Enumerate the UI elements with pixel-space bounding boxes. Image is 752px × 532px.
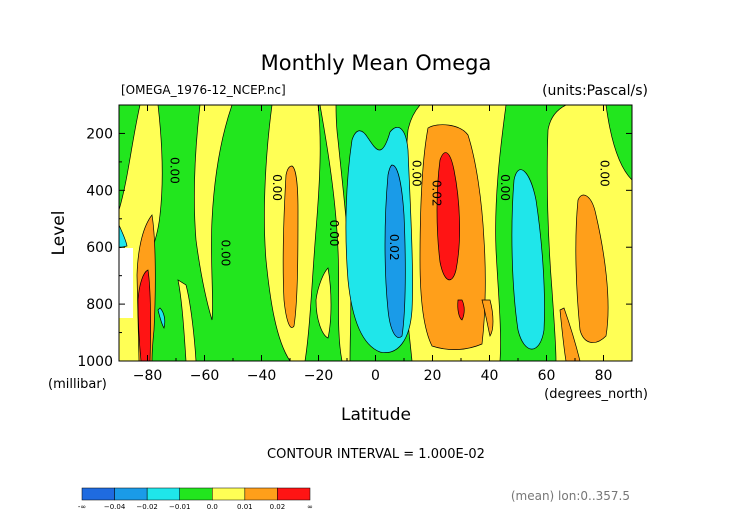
x-tick-label: 0	[371, 368, 380, 384]
colorbar: -∞ −0.04 −0.02 −0.01 0.0 0.01 0.02 ∞	[78, 487, 313, 511]
x-axis-title: Latitude	[341, 405, 411, 425]
contour-band-red	[457, 299, 465, 321]
missing-data-patch	[119, 248, 133, 318]
colorbar-label: 0.02	[270, 503, 286, 511]
x-axis-unit: (degrees_north)	[544, 387, 648, 402]
contour-band-orange	[282, 165, 299, 328]
contour-label: 0.00	[270, 174, 284, 201]
contour-label: 0.02	[387, 234, 401, 261]
x-tick-label: −60	[190, 368, 220, 384]
contour-band-yellow	[194, 105, 233, 321]
file-label: [OMEGA_1976-12_NCEP.nc]	[121, 83, 286, 97]
colorbar-label: −0.04	[104, 503, 126, 511]
y-tick-label: 400	[86, 183, 113, 199]
contour-label: 0.02	[430, 180, 444, 207]
contour-band-blue	[384, 164, 406, 338]
contour-band-red	[137, 269, 151, 361]
colorbar-swatch	[81, 487, 115, 501]
chart-title: Monthly Mean Omega	[261, 51, 492, 75]
contour-label: 0.00	[327, 220, 341, 247]
x-tick-label: −20	[304, 368, 334, 384]
x-tick-label: −80	[133, 368, 163, 384]
contour-band-yellow	[319, 105, 352, 361]
colorbar-label: −0.02	[136, 503, 157, 511]
y-axis: 200 400 600 800 1000	[77, 104, 632, 370]
contour-label: 0.00	[498, 174, 512, 201]
colorbar-label: −0.01	[169, 503, 190, 511]
x-axis: −80 −60 −40 −20 0 20 40 60 80	[118, 105, 633, 384]
units-label: (units:Pascal/s)	[542, 83, 648, 99]
contour-band-yellow	[315, 267, 332, 339]
contour-band-orange	[481, 299, 494, 337]
contour-field	[119, 105, 632, 361]
mean-note: (mean) lon:0..357.5	[511, 489, 630, 503]
x-tick-label: −40	[247, 368, 277, 384]
colorbar-label: 0.01	[237, 503, 253, 511]
contour-band-red	[436, 152, 460, 281]
colorbar-swatch	[146, 487, 180, 501]
x-tick-label: 80	[595, 368, 613, 384]
y-tick-label: 800	[86, 297, 113, 313]
contour-band-cyan	[511, 169, 545, 350]
colorbar-swatch	[277, 487, 311, 501]
contour-band-cyan	[119, 224, 128, 249]
contour-band-cyan	[157, 307, 166, 329]
contour-label: 0.00	[167, 157, 181, 184]
contour-labels: 0.00 0.00 0.00 0.00 0.02 0.00 0.02 0.00 0.00	[167, 157, 611, 266]
colorbar-swatch	[114, 487, 148, 501]
contour-interval-label: CONTOUR INTERVAL = 1.000E-02	[267, 447, 485, 462]
contour-label: 0.00	[219, 240, 233, 267]
contour-label: 0.00	[410, 160, 424, 187]
colorbar-label: ∞	[307, 503, 313, 511]
contour-band-orange	[559, 307, 581, 361]
y-tick-label: 600	[86, 240, 113, 256]
colorbar-swatch	[179, 487, 213, 501]
contour-label: 0.00	[598, 160, 612, 187]
contour-band-yellow	[177, 279, 197, 361]
y-tick-label: 1000	[77, 354, 113, 370]
contour-band-orange	[575, 194, 609, 343]
y-axis-title: Level	[49, 211, 69, 256]
x-tick-label: 60	[538, 368, 556, 384]
y-axis-unit: (millibar)	[48, 377, 107, 392]
colorbar-swatch	[212, 487, 246, 501]
y-tick-label: 200	[86, 126, 113, 142]
colorbar-swatch	[244, 487, 278, 501]
colorbar-label: -∞	[78, 503, 86, 511]
x-tick-label: 20	[424, 368, 442, 384]
colorbar-label: 0.0	[207, 503, 218, 511]
x-tick-label: 40	[481, 368, 499, 384]
